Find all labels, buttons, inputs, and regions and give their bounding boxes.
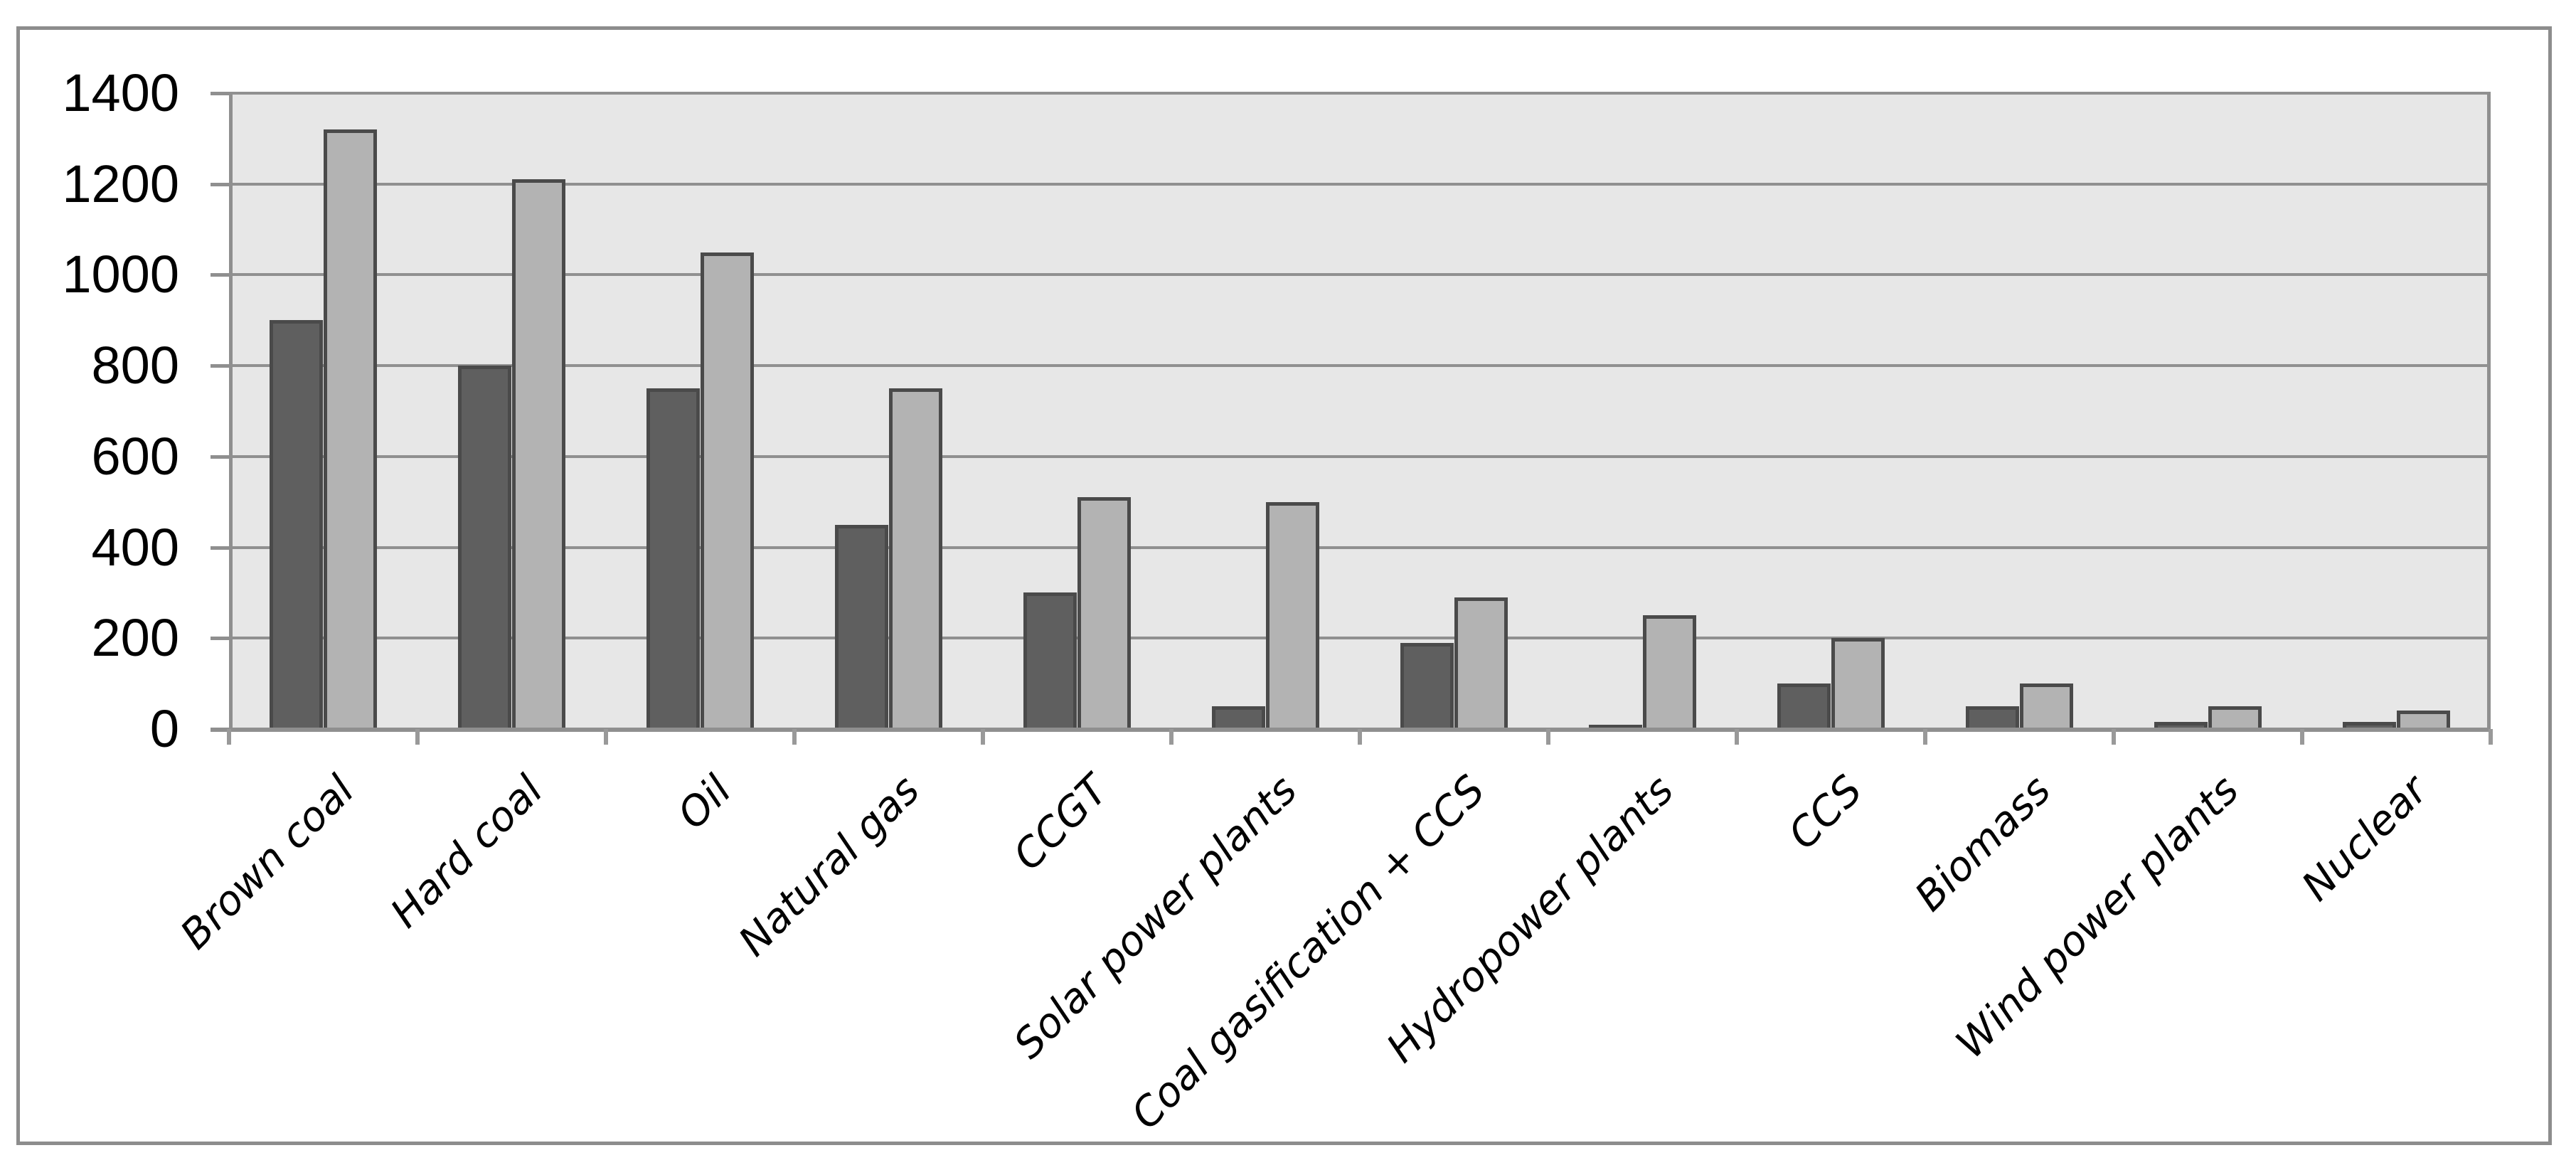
x-axis-category-label: Biomass — [1905, 766, 2060, 921]
y-axis-tick-label: 600 — [91, 426, 179, 486]
bar — [2342, 722, 2397, 729]
bar — [1023, 592, 1077, 729]
y-axis-tick-label: 0 — [149, 699, 179, 758]
y-gridline — [229, 273, 2491, 277]
y-axis-line — [229, 93, 233, 729]
x-axis-tick — [2300, 729, 2304, 745]
y-axis-tick-label: 200 — [91, 608, 179, 668]
bar — [888, 388, 943, 729]
y-axis-tick — [211, 546, 230, 550]
bar — [1211, 706, 1266, 729]
x-axis-tick — [1358, 729, 1362, 745]
x-axis-tick — [1169, 729, 1173, 745]
bar — [2019, 683, 2074, 729]
x-axis-tick — [227, 729, 231, 745]
x-axis-tick — [604, 729, 608, 745]
bar — [1777, 683, 1831, 729]
x-axis-category-label: Nuclear — [2293, 766, 2437, 910]
bar — [1965, 706, 2020, 729]
bar — [1588, 724, 1643, 729]
bar — [2396, 711, 2451, 729]
y-axis-tick — [211, 454, 230, 459]
y-gridline — [229, 92, 2491, 95]
y-axis-tick-label: 1400 — [62, 63, 179, 122]
bar — [1077, 497, 1132, 729]
x-axis-tick — [1735, 729, 1739, 745]
bar — [2208, 706, 2262, 729]
bar — [1642, 615, 1697, 729]
bar — [700, 252, 755, 729]
bar — [646, 388, 701, 729]
x-axis-category-label: Brown coal — [171, 766, 364, 959]
y-axis-tick — [211, 273, 230, 277]
x-axis-line — [211, 728, 2491, 732]
x-axis-category-label: CCS — [1779, 766, 1872, 859]
bar — [269, 320, 324, 729]
x-axis-tick — [1546, 729, 1550, 745]
plot-right-border — [2487, 93, 2491, 729]
bar — [1400, 642, 1454, 729]
bar — [323, 129, 378, 729]
bar — [511, 179, 566, 729]
x-axis-tick — [981, 729, 985, 745]
y-axis-tick — [211, 182, 230, 186]
x-axis-tick — [792, 729, 797, 745]
x-axis-tick — [415, 729, 420, 745]
bar — [457, 366, 512, 729]
y-gridline — [229, 364, 2491, 368]
plot-area — [229, 93, 2491, 729]
x-axis-tick — [2489, 729, 2493, 745]
y-gridline — [229, 182, 2491, 186]
bar — [2154, 722, 2208, 729]
x-axis-category-label: Coal gasification + CCS — [1122, 766, 1495, 1139]
x-axis-category-label: Hard coal — [381, 766, 553, 937]
x-axis-category-label: CCGT — [1004, 766, 1118, 880]
bar — [1454, 597, 1508, 729]
y-axis-tick-label: 1000 — [62, 245, 179, 304]
y-gridline — [229, 637, 2491, 640]
y-axis-tick-label: 400 — [91, 517, 179, 577]
y-axis-tick — [211, 637, 230, 641]
y-axis-tick — [211, 92, 230, 95]
bar — [834, 524, 889, 729]
y-gridline — [229, 546, 2491, 549]
bar — [1831, 638, 1885, 729]
x-axis-category-label: Oil — [669, 766, 741, 839]
x-axis-tick — [2112, 729, 2116, 745]
y-axis-tick — [211, 364, 230, 368]
bar — [1265, 501, 1320, 729]
y-axis-tick-label: 1200 — [62, 154, 179, 213]
x-axis-tick — [1923, 729, 1927, 745]
y-axis-tick-label: 800 — [91, 336, 179, 395]
y-gridline — [229, 454, 2491, 458]
x-axis-category-label: Natural gas — [730, 766, 930, 966]
